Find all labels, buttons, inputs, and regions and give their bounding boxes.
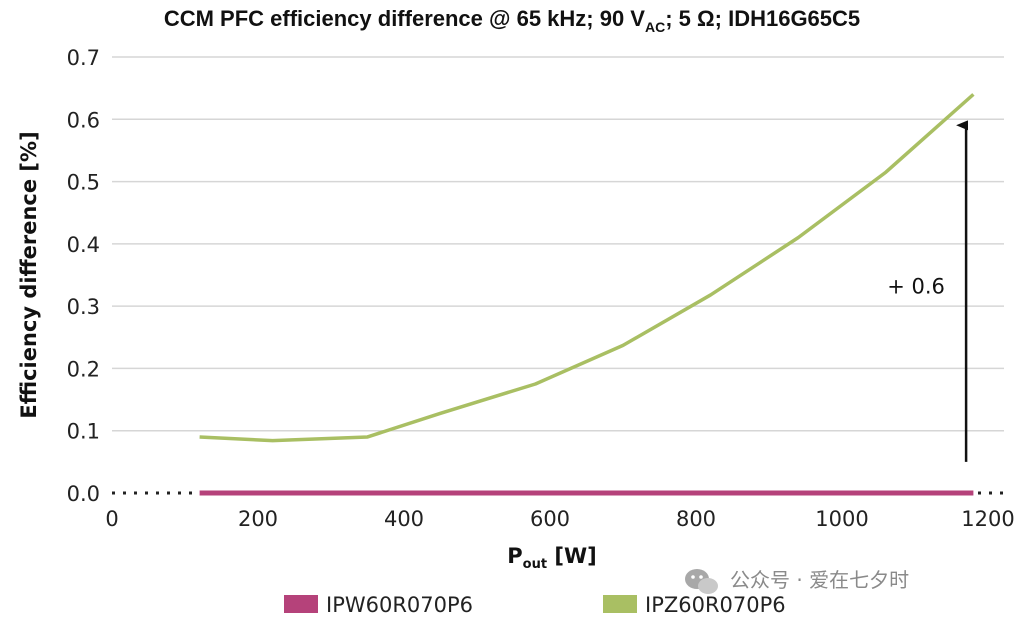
annotation: + 0.6	[887, 120, 969, 462]
series-line-ipz60r070p6	[199, 93, 975, 443]
y-tick-label: 0.0	[67, 482, 100, 506]
y-tick-label: 0.2	[67, 357, 100, 381]
x-axis-ticks: 0 200 400 600 800 1000 1200	[105, 507, 1014, 531]
watermark: 公众号 · 爱在七夕时	[685, 568, 909, 594]
chart-title: CCM PFC efficiency difference @ 65 kHz; …	[164, 6, 860, 35]
legend-swatch	[603, 595, 637, 613]
x-tick-label: 1000	[815, 507, 868, 531]
x-tick-label: 1200	[961, 507, 1014, 531]
legend-label: IPW60R070P6	[326, 593, 473, 617]
series-layer	[199, 93, 975, 496]
y-tick-label: 0.6	[67, 108, 100, 132]
x-tick-label: 600	[530, 507, 570, 531]
legend-label: IPZ60R070P6	[645, 593, 786, 617]
y-tick-label: 0.1	[67, 420, 100, 444]
annotation-label: + 0.6	[887, 275, 945, 299]
y-tick-label: 0.7	[67, 46, 100, 70]
y-tick-label: 0.4	[67, 233, 100, 257]
y-axis-label: Efficiency difference [%]	[17, 131, 41, 418]
y-tick-label: 0.3	[67, 295, 100, 319]
legend-swatch	[284, 595, 318, 613]
watermark-text: 公众号 · 爱在七夕时	[730, 568, 909, 592]
x-tick-label: 400	[384, 507, 424, 531]
y-axis-ticks: 0.7 0.6 0.5 0.4 0.3 0.2 0.1 0.0	[67, 46, 100, 506]
x-tick-label: 200	[238, 507, 278, 531]
grid	[112, 56, 1004, 432]
y-tick-label: 0.5	[67, 171, 100, 195]
x-tick-label: 0	[105, 507, 118, 531]
x-axis-label: Pout [W]	[507, 544, 596, 572]
legend: IPW60R070P6 IPZ60R070P6	[284, 593, 786, 617]
x-tick-label: 800	[676, 507, 716, 531]
wechat-icon	[685, 569, 718, 594]
